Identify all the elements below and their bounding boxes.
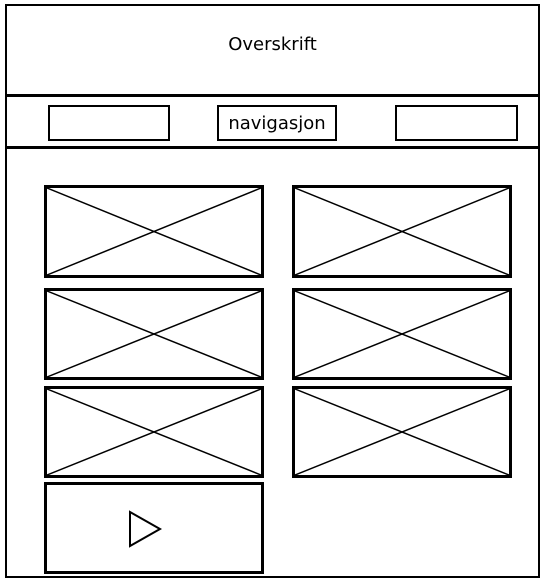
image-placeholder <box>292 386 512 478</box>
nav-item-right[interactable] <box>395 105 518 141</box>
image-placeholder <box>292 288 512 380</box>
page-frame <box>5 4 540 578</box>
play-icon[interactable] <box>127 509 163 549</box>
page-title: Overskrift <box>228 34 317 55</box>
image-placeholder <box>44 185 264 278</box>
nav-item-center[interactable]: navigasjon <box>217 105 337 141</box>
navigation-bar: navigasjon <box>5 97 540 149</box>
image-placeholder <box>292 185 512 278</box>
header: Overskrift <box>5 4 540 97</box>
image-placeholder <box>44 288 264 380</box>
image-placeholder <box>44 386 264 478</box>
video-placeholder[interactable] <box>44 482 264 574</box>
nav-item-left[interactable] <box>48 105 170 141</box>
